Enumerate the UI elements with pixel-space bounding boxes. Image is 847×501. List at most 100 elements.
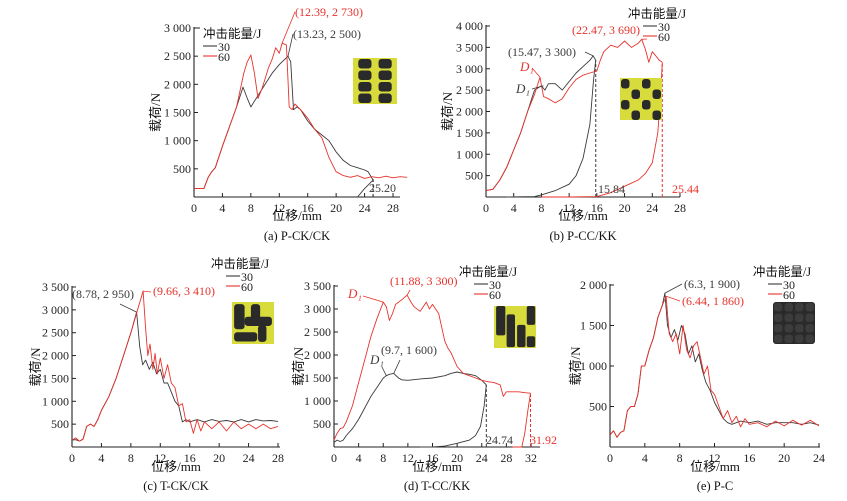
annotation-leader-line xyxy=(281,11,296,44)
legend-entry-30J: 30 xyxy=(218,40,230,54)
annotation-label: (8.78, 2 950) xyxy=(72,287,134,301)
x-tick-label: 0 xyxy=(331,451,337,465)
y-tick-label: 500 xyxy=(589,400,607,414)
y-tick-label: 1 000 xyxy=(304,394,331,408)
weave-yarn xyxy=(621,100,630,110)
weave-cell xyxy=(784,334,793,343)
weave-yarn xyxy=(378,93,392,103)
x-tick-label: 28 xyxy=(500,451,512,465)
y-tick-label: 1 500 xyxy=(580,319,607,333)
x-tick-label: 8 xyxy=(677,451,683,465)
x-tick-label: 0 xyxy=(483,201,489,215)
annotation-leader-line xyxy=(664,283,683,294)
weave-cell xyxy=(805,324,814,333)
y-tick-label: 2 500 xyxy=(164,49,191,63)
x-tick-label: 0 xyxy=(607,451,613,465)
annotation-leader-line xyxy=(665,295,681,302)
series-line-30J xyxy=(485,55,597,192)
series-line-30J xyxy=(333,371,487,443)
weave-cell xyxy=(774,313,783,322)
weave-cell xyxy=(774,303,783,312)
x-axis-title: 位移/mm xyxy=(690,459,740,474)
annotation-label: (11.88, 3 300) xyxy=(390,274,458,288)
y-tick-label: 3 000 xyxy=(456,62,483,76)
chart-panel-c: 0 4 8 12 16 20 24 28 500 1 000 1 500 2 000 2 500 3 00… xyxy=(28,256,284,493)
x-tick-label: 24 xyxy=(243,451,255,465)
chart-caption: (d) T-CC/KK xyxy=(404,479,470,493)
y-tick-label: 3 000 xyxy=(164,21,191,35)
x-tick-label: 16 xyxy=(591,201,603,215)
annotation-label: (12.39, 2 730) xyxy=(295,5,363,19)
y-axis-title: 载荷/N xyxy=(291,346,306,386)
weave-cell xyxy=(784,324,793,333)
weave-yarn xyxy=(652,110,661,120)
weave-yarn xyxy=(506,314,515,348)
weave-yarn xyxy=(258,325,267,342)
weave-cell xyxy=(795,324,804,333)
x-tick-label: 12 xyxy=(273,201,285,215)
series-line-60J xyxy=(333,294,531,441)
weave-cell xyxy=(774,324,783,333)
weave-cell xyxy=(795,334,804,343)
annotation-leader-line xyxy=(393,359,401,374)
x-tick-label: 12 xyxy=(154,451,166,465)
weave-cell xyxy=(805,313,814,322)
series-line-60J xyxy=(194,42,408,190)
legend-title: 冲击能量/J xyxy=(459,264,517,279)
x-axis-title: 位移/mm xyxy=(558,208,608,223)
annotation-label: D₁ xyxy=(369,352,384,367)
legend-title: 冲击能量/J xyxy=(203,26,261,41)
y-tick-label: 2 500 xyxy=(42,326,69,340)
x-tick-label: 4 xyxy=(356,451,362,465)
y-tick-label: 2 000 xyxy=(580,278,607,292)
weave-background xyxy=(773,302,815,344)
x-tick-label: 8 xyxy=(538,201,544,215)
weave-inset-image xyxy=(232,302,274,344)
x-tick-label: 24 xyxy=(813,451,825,465)
y-tick-label: 500 xyxy=(465,169,483,183)
annotation-label: (9.7, 1 600) xyxy=(381,343,437,357)
x-tick-label: 20 xyxy=(330,201,342,215)
weave-yarn xyxy=(234,304,245,330)
weave-yarn xyxy=(378,70,392,80)
y-tick-label: 4 000 xyxy=(456,19,483,33)
x-tick-label: 0 xyxy=(191,201,197,215)
annotation-label: 15.84 xyxy=(598,182,625,196)
y-tick-label: 1 500 xyxy=(456,126,483,140)
x-tick-label: 16 xyxy=(743,451,755,465)
legend-entry-30J: 30 xyxy=(658,20,670,34)
annotation-label: 24.74 xyxy=(486,433,513,447)
x-axis-title: 位移/mm xyxy=(151,459,201,474)
legend-entry-60J: 60 xyxy=(658,30,670,44)
annotation-label: (15.47, 3 300) xyxy=(508,45,576,59)
weave-yarn xyxy=(234,332,258,342)
x-axis-title: 位移/mm xyxy=(272,208,322,223)
weave-yarn xyxy=(621,79,630,89)
y-tick-label: 3 500 xyxy=(456,40,483,54)
series-unload-line-30J xyxy=(357,179,374,198)
legend-entry-60J: 60 xyxy=(783,288,795,302)
weave-yarn xyxy=(642,79,651,89)
x-tick-label: 8 xyxy=(380,451,386,465)
weave-yarn xyxy=(358,82,372,92)
y-tick-label: 3 500 xyxy=(304,279,331,293)
y-tick-label: 2 000 xyxy=(164,77,191,91)
annotation-label: (22.47, 3 690) xyxy=(572,23,640,37)
legend-title: 冲击能量/J xyxy=(753,264,811,279)
chart-caption: (e) P-C xyxy=(697,479,733,493)
x-tick-label: 12 xyxy=(563,201,575,215)
y-tick-label: 2 000 xyxy=(456,105,483,119)
legend-entry-60J: 60 xyxy=(241,280,253,294)
y-tick-label: 500 xyxy=(313,417,331,431)
x-tick-label: 4 xyxy=(511,201,517,215)
y-tick-label: 1 000 xyxy=(456,147,483,161)
annotation-label: (9.66, 3 410) xyxy=(153,284,215,298)
y-tick-label: 500 xyxy=(51,417,69,431)
y-tick-label: 3 000 xyxy=(42,303,69,317)
weave-cell xyxy=(805,303,814,312)
y-axis-title: 载荷/N xyxy=(568,346,583,386)
x-tick-label: 28 xyxy=(387,201,399,215)
annotation-leader-line xyxy=(143,290,152,293)
weave-inset-image xyxy=(773,302,815,344)
